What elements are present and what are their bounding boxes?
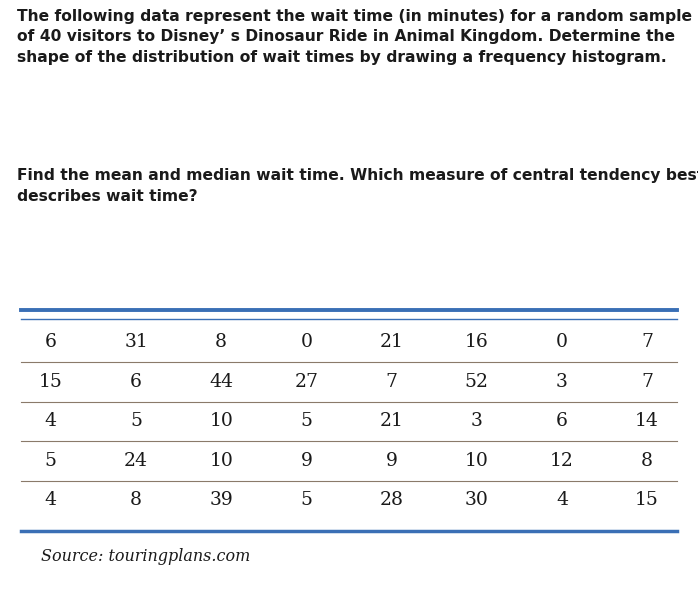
- Text: 4: 4: [45, 412, 57, 431]
- Text: 3: 3: [556, 373, 568, 391]
- Text: 16: 16: [465, 333, 489, 352]
- Text: 9: 9: [386, 452, 398, 470]
- Text: 0: 0: [556, 333, 568, 352]
- Text: 8: 8: [130, 491, 142, 509]
- Text: 31: 31: [124, 333, 148, 352]
- Text: 5: 5: [45, 452, 57, 470]
- Text: 4: 4: [45, 491, 57, 509]
- Text: 21: 21: [380, 333, 403, 352]
- Text: 28: 28: [380, 491, 403, 509]
- Text: Find the mean and median wait time. Which measure of central tendency best
descr: Find the mean and median wait time. Whic…: [17, 168, 698, 204]
- Text: 6: 6: [130, 373, 142, 391]
- Text: 44: 44: [209, 373, 233, 391]
- Text: Source: touringplans.com: Source: touringplans.com: [40, 548, 250, 565]
- Text: 5: 5: [130, 412, 142, 431]
- Text: 5: 5: [300, 491, 313, 509]
- Text: 8: 8: [641, 452, 653, 470]
- Text: 0: 0: [300, 333, 313, 352]
- Text: 12: 12: [550, 452, 574, 470]
- Text: The following data represent the wait time (in minutes) for a random sample
of 4: The following data represent the wait ti…: [17, 9, 692, 65]
- Text: 3: 3: [471, 412, 483, 431]
- Text: 5: 5: [300, 412, 313, 431]
- Text: 39: 39: [209, 491, 233, 509]
- Text: 9: 9: [300, 452, 312, 470]
- Text: 27: 27: [295, 373, 318, 391]
- Text: 8: 8: [215, 333, 228, 352]
- Text: 4: 4: [556, 491, 568, 509]
- Text: 15: 15: [635, 491, 659, 509]
- Text: 15: 15: [39, 373, 63, 391]
- Text: 21: 21: [380, 412, 403, 431]
- Text: 10: 10: [465, 452, 489, 470]
- Text: 14: 14: [635, 412, 659, 431]
- Text: 6: 6: [45, 333, 57, 352]
- Text: 6: 6: [556, 412, 568, 431]
- Text: 7: 7: [641, 333, 653, 352]
- Text: 7: 7: [385, 373, 398, 391]
- Text: 7: 7: [641, 373, 653, 391]
- Text: 30: 30: [465, 491, 489, 509]
- Text: 10: 10: [209, 412, 233, 431]
- Text: 52: 52: [465, 373, 489, 391]
- Text: 24: 24: [124, 452, 148, 470]
- Text: 10: 10: [209, 452, 233, 470]
